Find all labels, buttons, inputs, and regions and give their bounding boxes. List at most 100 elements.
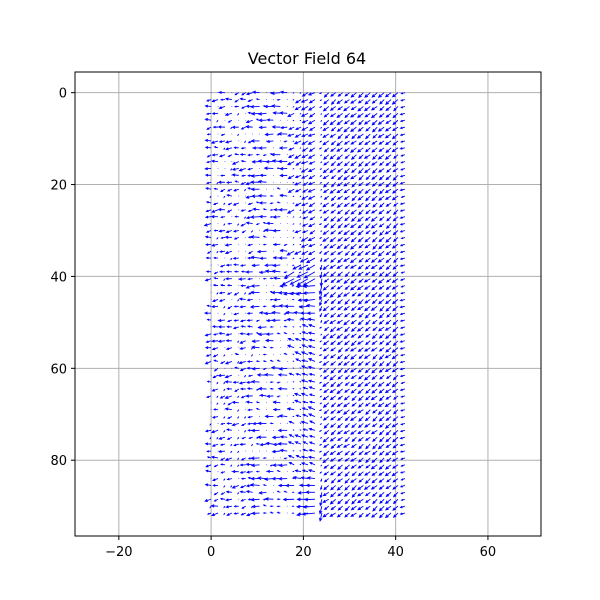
vector-arrow (343, 188, 350, 194)
vector-arrow (237, 416, 240, 419)
vector-arrow (294, 174, 302, 179)
vector-arrow (250, 139, 260, 143)
vector-arrow (279, 140, 281, 142)
vector-arrow (230, 168, 233, 171)
vector-arrow (283, 332, 288, 335)
vector-arrow (385, 257, 392, 264)
vector-arrow (239, 305, 246, 309)
vector-arrow (323, 312, 330, 318)
vector-arrow (350, 429, 357, 435)
vector-arrow (273, 276, 281, 280)
vector-arrow (203, 223, 212, 227)
vector-arrow (271, 449, 281, 454)
vector-arrow (302, 413, 309, 417)
vector-arrow (377, 381, 385, 387)
vector-arrow (329, 154, 336, 160)
vector-arrow (245, 202, 247, 204)
vector-arrow (318, 512, 323, 522)
vector-arrow (385, 319, 392, 325)
vector-arrow (323, 223, 330, 229)
vector-arrow (323, 471, 330, 476)
vector-arrow (329, 168, 336, 173)
vector-arrow (358, 416, 364, 422)
vector-arrow (224, 112, 226, 114)
vector-arrow (378, 347, 385, 352)
vector-arrow (266, 285, 267, 287)
vector-arrow (319, 347, 323, 350)
vector-arrow (308, 372, 316, 376)
vector-arrow (226, 422, 232, 425)
vector-arrow (319, 374, 323, 377)
vector-arrow (219, 395, 226, 399)
vector-arrow (343, 395, 350, 401)
vector-arrow (308, 400, 316, 404)
vector-arrow (371, 319, 378, 325)
vector-arrow (399, 298, 406, 302)
vector-arrow (302, 216, 309, 220)
vector-arrow (227, 416, 233, 419)
vector-arrow (204, 442, 212, 446)
vector-arrow (266, 221, 274, 225)
vector-arrow (400, 402, 406, 405)
vector-arrow (259, 312, 260, 314)
vector-arrow (357, 319, 364, 326)
vector-arrow (344, 154, 350, 160)
vector-arrow (393, 106, 399, 112)
vector-arrow (238, 374, 240, 376)
vector-arrow (269, 387, 274, 390)
vector-arrow (350, 119, 357, 126)
vector-arrow (272, 242, 281, 247)
vector-arrow (344, 312, 350, 318)
vector-arrow (319, 299, 323, 307)
vector-arrow (245, 221, 253, 225)
vector-arrow (323, 147, 330, 153)
vector-arrow (378, 181, 385, 187)
vector-arrow (231, 125, 239, 129)
vector-arrow (249, 304, 260, 309)
vector-arrow (337, 292, 343, 298)
vector-arrow (399, 443, 406, 447)
vector-arrow (247, 209, 253, 212)
vector-arrow (276, 490, 281, 493)
vector-arrow (365, 457, 371, 464)
vector-arrow (358, 209, 364, 216)
vector-arrow (371, 175, 378, 180)
vector-arrow (351, 485, 357, 491)
vector-arrow (231, 354, 233, 355)
vector-arrow (370, 216, 378, 222)
vector-arrow (287, 174, 295, 180)
vector-arrow (385, 112, 392, 118)
vector-arrow (350, 340, 357, 347)
vector-arrow (319, 92, 323, 95)
vector-arrow (392, 113, 399, 119)
vector-arrow (364, 471, 371, 476)
vector-arrow (230, 464, 233, 468)
vector-arrow (400, 161, 406, 164)
vector-arrow (358, 443, 364, 450)
vector-arrow (378, 471, 385, 476)
vector-arrow (318, 367, 323, 370)
vector-arrow (204, 361, 212, 365)
vector-arrow (399, 333, 406, 336)
vector-arrow (344, 133, 350, 139)
vector-arrow (300, 236, 309, 242)
vector-arrow (257, 476, 267, 480)
vector-arrow (357, 381, 364, 388)
vector-arrow (350, 99, 357, 104)
vector-arrow (272, 215, 281, 219)
vector-arrow (384, 471, 392, 477)
vector-arrow (323, 478, 330, 483)
vector-arrow (378, 333, 385, 339)
vector-arrow (225, 339, 232, 343)
vector-arrow (336, 195, 343, 200)
vector-arrow (330, 478, 337, 484)
vector-arrow (323, 505, 330, 511)
vector-arrow (238, 429, 240, 431)
vector-arrow (364, 257, 371, 263)
vector-arrow (211, 512, 219, 517)
vector-arrow (400, 423, 406, 426)
vector-arrow (378, 161, 385, 166)
vector-arrow (223, 381, 226, 385)
vector-arrow (400, 326, 406, 329)
vector-arrow (372, 326, 378, 332)
